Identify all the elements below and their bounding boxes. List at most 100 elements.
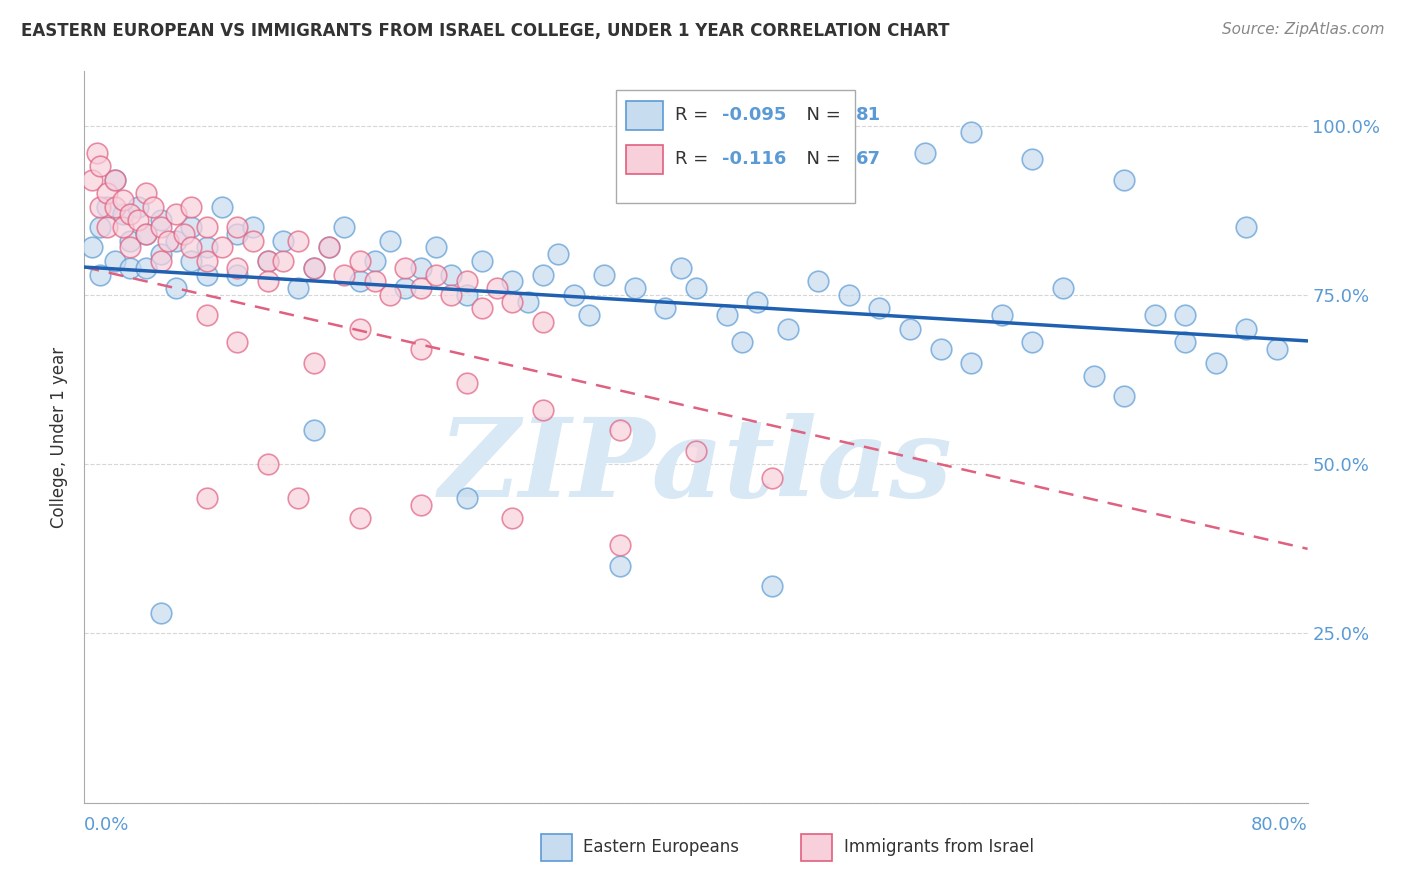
Point [195, 308, 218, 322]
Point [685, 281, 707, 295]
Point [1236, 322, 1258, 336]
FancyBboxPatch shape [626, 101, 664, 130]
Text: Source: ZipAtlas.com: Source: ZipAtlas.com [1222, 22, 1385, 37]
Point [456, 274, 478, 288]
Point [135, 227, 157, 241]
Point [302, 355, 325, 369]
Point [547, 247, 569, 261]
Point [302, 260, 325, 275]
Point [226, 220, 249, 235]
Point [180, 254, 202, 268]
Point [86, 145, 108, 160]
Point [226, 268, 249, 282]
Point [531, 268, 554, 282]
Point [456, 288, 478, 302]
Point [776, 322, 799, 336]
Point [654, 301, 676, 316]
Point [807, 274, 830, 288]
Point [1021, 335, 1043, 350]
Point [609, 423, 631, 437]
Point [89, 220, 111, 235]
Point [211, 240, 233, 254]
Point [747, 294, 769, 309]
Point [287, 281, 309, 295]
Point [211, 200, 233, 214]
Text: 67: 67 [856, 150, 882, 168]
Point [409, 342, 432, 356]
Point [104, 200, 127, 214]
Point [173, 227, 195, 241]
Point [1143, 308, 1166, 322]
Point [111, 220, 134, 235]
Point [1265, 342, 1288, 356]
Point [838, 288, 860, 302]
Point [80, 172, 103, 186]
Point [257, 457, 280, 471]
Point [89, 200, 111, 214]
Point [195, 254, 218, 268]
Text: 80.0%: 80.0% [1251, 816, 1308, 834]
Point [333, 268, 356, 282]
Point [471, 254, 494, 268]
Point [685, 443, 707, 458]
Point [502, 274, 524, 288]
Point [271, 234, 294, 248]
Point [394, 281, 416, 295]
Point [364, 274, 387, 288]
Point [149, 254, 172, 268]
Point [731, 335, 754, 350]
Point [89, 268, 111, 282]
Point [242, 220, 264, 235]
Point [104, 172, 127, 186]
Point [120, 240, 142, 254]
Point [380, 234, 402, 248]
Point [716, 308, 738, 322]
Point [242, 234, 264, 248]
Point [380, 288, 402, 302]
Text: R =: R = [675, 150, 714, 168]
Point [226, 260, 249, 275]
Point [1205, 355, 1227, 369]
Point [502, 511, 524, 525]
FancyBboxPatch shape [626, 145, 664, 174]
Point [104, 254, 127, 268]
Point [271, 254, 294, 268]
Point [180, 200, 202, 214]
Text: N =: N = [794, 106, 846, 124]
Point [409, 260, 432, 275]
Point [960, 125, 983, 139]
Point [195, 220, 218, 235]
Point [96, 200, 118, 214]
Point [394, 260, 416, 275]
Point [165, 234, 187, 248]
Point [195, 240, 218, 254]
Point [531, 315, 554, 329]
Point [135, 186, 157, 201]
Point [127, 213, 149, 227]
Point [333, 220, 356, 235]
Point [425, 268, 447, 282]
FancyBboxPatch shape [616, 90, 855, 203]
Point [120, 206, 142, 220]
Point [257, 254, 280, 268]
Text: Eastern Europeans: Eastern Europeans [583, 838, 740, 856]
Point [1083, 369, 1105, 384]
Point [578, 308, 600, 322]
Text: EASTERN EUROPEAN VS IMMIGRANTS FROM ISRAEL COLLEGE, UNDER 1 YEAR CORRELATION CHA: EASTERN EUROPEAN VS IMMIGRANTS FROM ISRA… [21, 22, 949, 40]
Point [869, 301, 891, 316]
Point [960, 355, 983, 369]
Point [127, 200, 149, 214]
Text: -0.095: -0.095 [721, 106, 786, 124]
Point [120, 260, 142, 275]
Point [226, 227, 249, 241]
Point [409, 498, 432, 512]
Point [180, 220, 202, 235]
Point [929, 342, 952, 356]
Point [349, 322, 371, 336]
Point [226, 335, 249, 350]
Point [142, 200, 165, 214]
Point [456, 491, 478, 505]
Point [516, 294, 538, 309]
Point [349, 254, 371, 268]
Point [425, 240, 447, 254]
